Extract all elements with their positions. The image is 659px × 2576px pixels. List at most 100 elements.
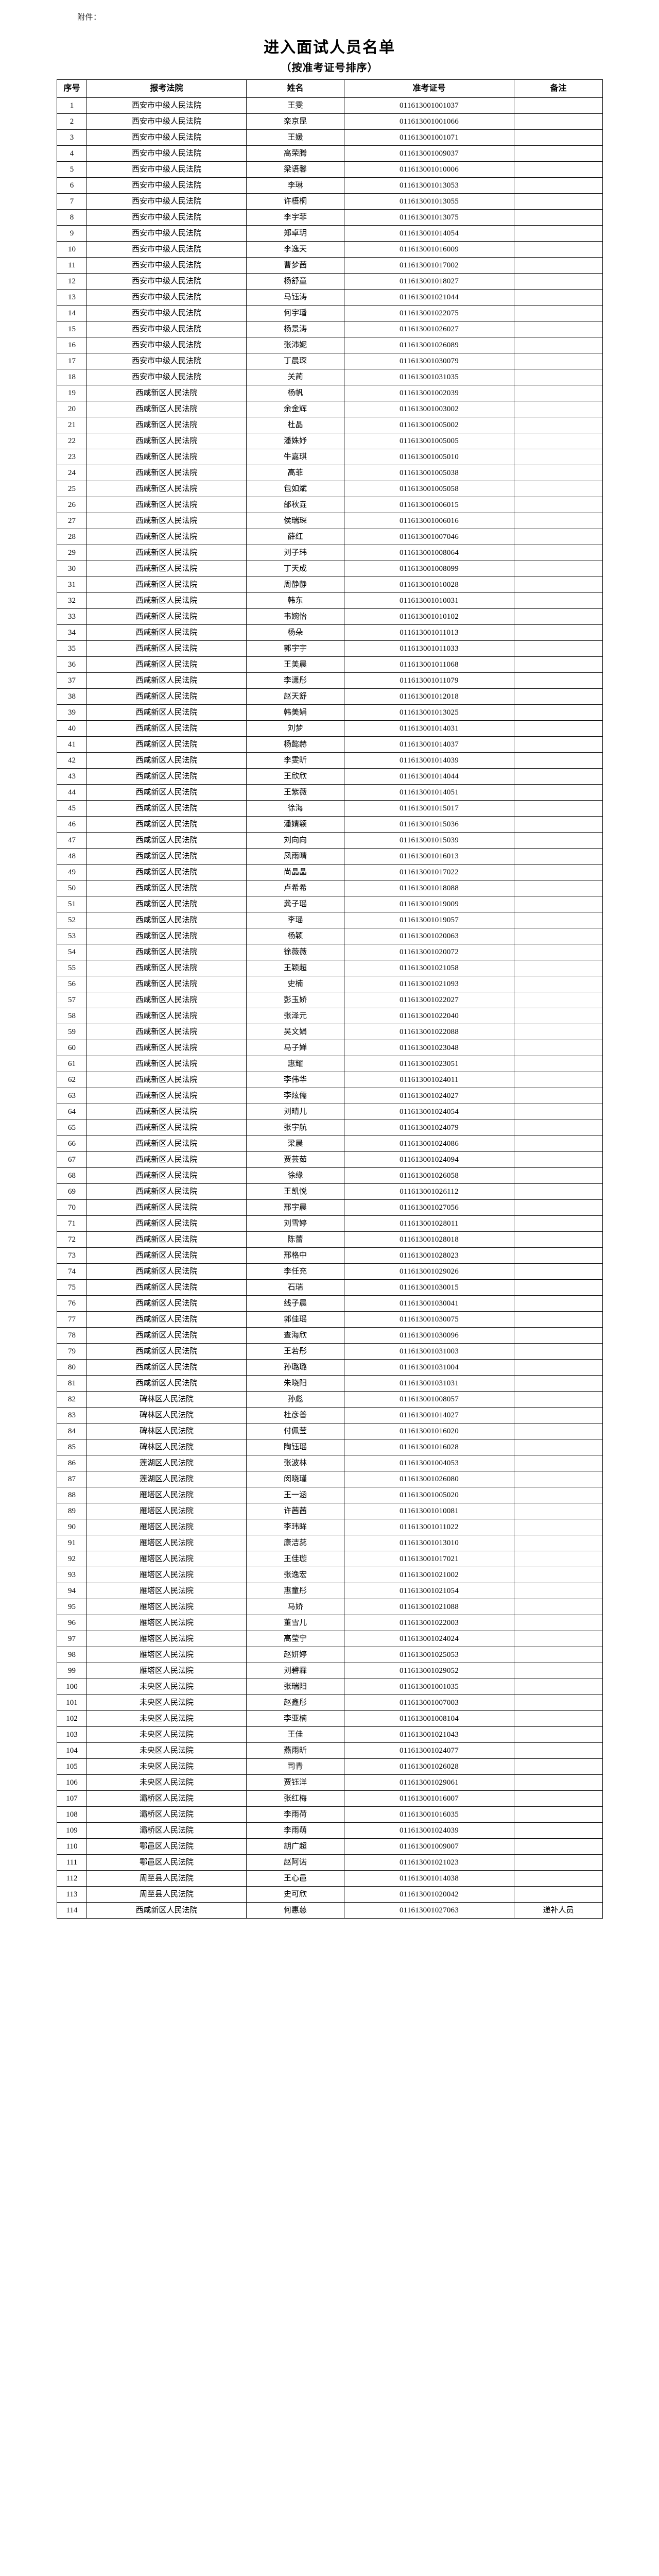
cell-name: 卢希希 xyxy=(246,880,344,896)
cell-name: 邢格中 xyxy=(246,1247,344,1264)
cell-ticket: 011613001014051 xyxy=(344,784,514,801)
cell-ticket: 011613001021054 xyxy=(344,1583,514,1599)
table-row: 30 西咸新区人民法院 丁天成 011613001008099 xyxy=(57,561,603,577)
cell-index: 41 xyxy=(57,736,87,753)
cell-court: 西咸新区人民法院 xyxy=(86,800,247,817)
cell-name: 杨舒童 xyxy=(246,273,344,290)
cell-ticket: 011613001021023 xyxy=(344,1854,514,1871)
cell-index: 32 xyxy=(57,592,87,609)
cell-note xyxy=(514,688,603,705)
cell-name: 徐海 xyxy=(246,800,344,817)
cell-court: 西咸新区人民法院 xyxy=(86,1327,247,1344)
cell-name: 赵妍婷 xyxy=(246,1647,344,1663)
table-row: 3 西安市中级人民法院 王媛 011613001001071 xyxy=(57,129,603,146)
cell-ticket: 011613001011022 xyxy=(344,1519,514,1535)
cell-name: 潘婧颖 xyxy=(246,816,344,833)
cell-note xyxy=(514,161,603,178)
cell-note xyxy=(514,1151,603,1168)
cell-name: 李琳 xyxy=(246,177,344,194)
cell-name: 赵鑫彤 xyxy=(246,1694,344,1711)
cell-ticket: 011613001024027 xyxy=(344,1088,514,1104)
table-row: 59 西咸新区人民法院 吴文娟 011613001022088 xyxy=(57,1024,603,1040)
cell-court: 未央区人民法院 xyxy=(86,1710,247,1727)
cell-index: 40 xyxy=(57,720,87,737)
cell-court: 西咸新区人民法院 xyxy=(86,417,247,433)
cell-index: 70 xyxy=(57,1199,87,1216)
cell-note xyxy=(514,401,603,417)
cell-note xyxy=(514,1072,603,1088)
cell-name: 孙彪 xyxy=(246,1391,344,1408)
cell-note xyxy=(514,640,603,657)
cell-note xyxy=(514,1056,603,1072)
cell-name: 高荣腾 xyxy=(246,145,344,162)
cell-ticket: 011613001010006 xyxy=(344,161,514,178)
table-row: 62 西咸新区人民法院 李伟华 011613001024011 xyxy=(57,1072,603,1088)
cell-note xyxy=(514,145,603,162)
cell-name: 贾芸茹 xyxy=(246,1151,344,1168)
cell-index: 33 xyxy=(57,608,87,625)
cell-index: 108 xyxy=(57,1806,87,1823)
cell-name: 李雨荷 xyxy=(246,1806,344,1823)
cell-ticket: 011613001015039 xyxy=(344,832,514,849)
table-row: 16 西安市中级人民法院 张沛妮 011613001026089 xyxy=(57,337,603,353)
cell-index: 24 xyxy=(57,465,87,481)
cell-court: 西安市中级人民法院 xyxy=(86,129,247,146)
cell-index: 8 xyxy=(57,209,87,226)
cell-ticket: 011613001024039 xyxy=(344,1822,514,1839)
cell-court: 西安市中级人民法院 xyxy=(86,97,247,114)
cell-note xyxy=(514,592,603,609)
table-row: 39 西咸新区人民法院 韩美娟 011613001013025 xyxy=(57,704,603,721)
cell-ticket: 011613001024077 xyxy=(344,1742,514,1759)
cell-court: 西咸新区人民法院 xyxy=(86,656,247,673)
table-row: 45 西咸新区人民法院 徐海 011613001015017 xyxy=(57,800,603,817)
cell-court: 西咸新区人民法院 xyxy=(86,1104,247,1120)
cell-ticket: 011613001028018 xyxy=(344,1231,514,1248)
table-row: 79 西咸新区人民法院 王若彤 011613001031003 xyxy=(57,1343,603,1360)
cell-court: 西咸新区人民法院 xyxy=(86,880,247,896)
cell-index: 71 xyxy=(57,1215,87,1232)
cell-note xyxy=(514,1455,603,1471)
cell-note xyxy=(514,1742,603,1759)
cell-note xyxy=(514,1008,603,1024)
cell-note xyxy=(514,1663,603,1679)
cell-note xyxy=(514,1199,603,1216)
table-row: 54 西咸新区人民法院 徐薇薇 011613001020072 xyxy=(57,944,603,960)
cell-ticket: 011613001002039 xyxy=(344,385,514,401)
cell-court: 西咸新区人民法院 xyxy=(86,1359,247,1376)
cell-court: 灞桥区人民法院 xyxy=(86,1790,247,1807)
cell-name: 王紫薇 xyxy=(246,784,344,801)
cell-note xyxy=(514,1774,603,1791)
cell-ticket: 011613001022040 xyxy=(344,1008,514,1024)
cell-ticket: 011613001026080 xyxy=(344,1471,514,1487)
cell-ticket: 011613001030075 xyxy=(344,1311,514,1328)
cell-index: 7 xyxy=(57,193,87,210)
cell-note xyxy=(514,481,603,497)
cell-ticket: 011613001024086 xyxy=(344,1136,514,1152)
cell-note xyxy=(514,321,603,337)
cell-index: 44 xyxy=(57,784,87,801)
cell-name: 侯瑞琛 xyxy=(246,513,344,529)
cell-court: 西咸新区人民法院 xyxy=(86,497,247,513)
table-row: 87 莲湖区人民法院 闵晓瑾 011613001026080 xyxy=(57,1471,603,1487)
cell-note xyxy=(514,1710,603,1727)
cell-note xyxy=(514,1104,603,1120)
cell-note xyxy=(514,577,603,593)
cell-index: 18 xyxy=(57,369,87,385)
table-row: 68 西咸新区人民法院 徐缘 011613001026058 xyxy=(57,1167,603,1184)
cell-index: 113 xyxy=(57,1886,87,1903)
cell-index: 105 xyxy=(57,1758,87,1775)
cell-index: 101 xyxy=(57,1694,87,1711)
cell-ticket: 011613001006016 xyxy=(344,513,514,529)
cell-court: 西安市中级人民法院 xyxy=(86,353,247,369)
cell-index: 72 xyxy=(57,1231,87,1248)
table-row: 38 西咸新区人民法院 赵天舒 011613001012018 xyxy=(57,688,603,705)
cell-index: 53 xyxy=(57,928,87,944)
cell-court: 西安市中级人民法院 xyxy=(86,257,247,274)
cell-name: 李玮眸 xyxy=(246,1519,344,1535)
cell-name: 刘向向 xyxy=(246,832,344,849)
table-row: 82 碑林区人民法院 孙彪 011613001008057 xyxy=(57,1391,603,1408)
cell-court: 西咸新区人民法院 xyxy=(86,816,247,833)
cell-index: 97 xyxy=(57,1631,87,1647)
cell-name: 孙璐璐 xyxy=(246,1359,344,1376)
cell-ticket: 011613001008104 xyxy=(344,1710,514,1727)
